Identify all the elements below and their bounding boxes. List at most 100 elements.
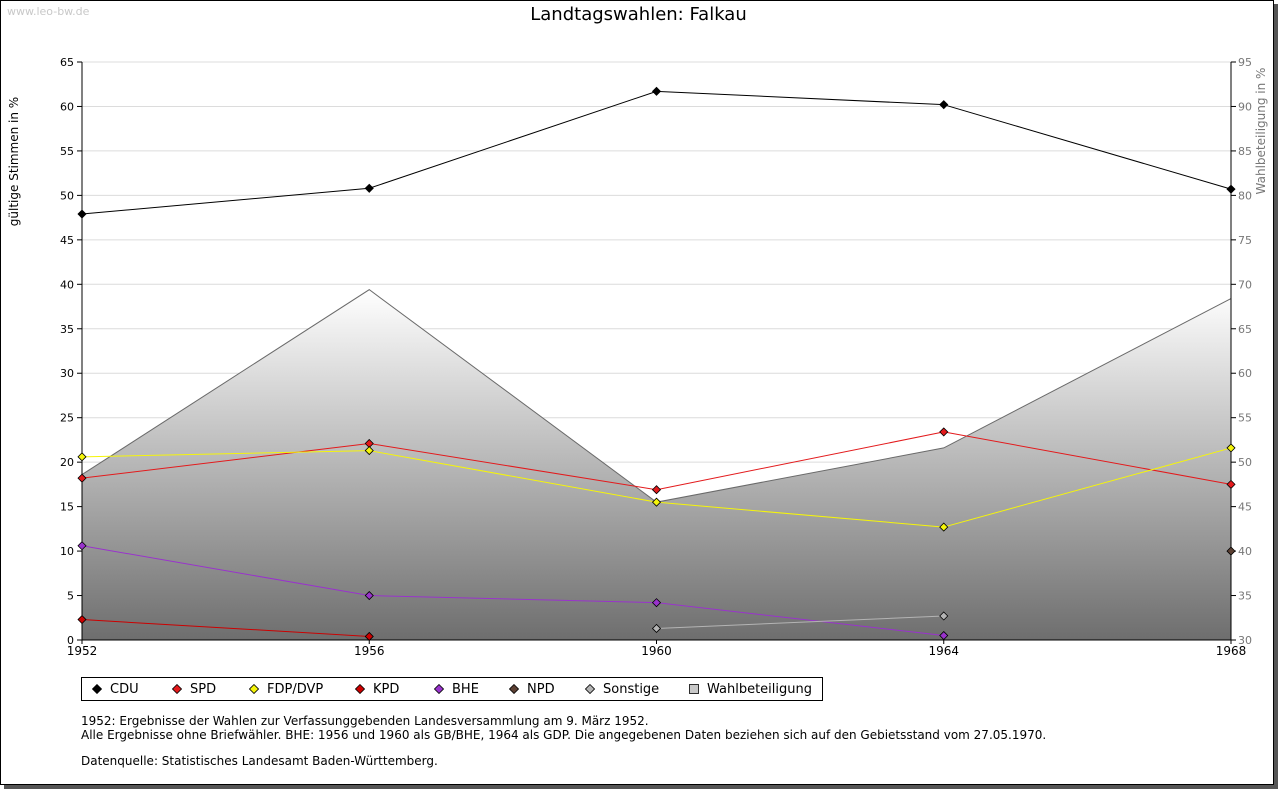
y2-tick-label: 75 — [1238, 234, 1252, 247]
sonstige-point — [651, 623, 662, 634]
y-tick-label: 45 — [60, 234, 74, 247]
spd-point — [651, 485, 662, 495]
cdu-point — [1226, 184, 1236, 194]
cdu-point — [651, 86, 662, 96]
y2-tick-label: 60 — [1238, 367, 1252, 380]
y-tick-label: 25 — [60, 412, 74, 425]
fdp-dvp-line-segment — [369, 450, 657, 503]
fdp-dvp-line-segment — [656, 501, 944, 528]
legend-swatch-fdp-dvp — [248, 683, 260, 695]
cdu-line-segment — [943, 104, 1232, 190]
y2-tick-label: 65 — [1238, 323, 1252, 336]
turnout-area — [82, 289, 1231, 640]
legend-label-fdp-dvp: FDP/DVP — [267, 682, 324, 697]
y-tick-label: 65 — [60, 56, 74, 69]
x-tick-label: 1968 — [1216, 644, 1247, 658]
fdp-dvp-line-segment — [943, 447, 1232, 528]
y2-tick-label: 70 — [1238, 278, 1252, 291]
fdp-dvp-point — [651, 497, 662, 507]
cdu-point — [77, 209, 87, 219]
legend-label-wahlbeteiligung: Wahlbeteiligung — [707, 682, 813, 697]
spd-point — [1226, 479, 1236, 489]
fdp-dvp-point — [77, 452, 87, 462]
fdp-dvp-point — [939, 522, 949, 532]
bhe-point — [651, 598, 662, 608]
y-tick-label: 40 — [60, 278, 74, 291]
chart-legend: CDU SPD FDP/DVP KPD BHE NPD Sonstige Wahlbeteil… — [81, 677, 823, 701]
bhe-point — [77, 541, 87, 551]
legend-item-npd: NPD — [508, 682, 555, 697]
y-tick-label: 50 — [60, 189, 74, 202]
y-tick-label: 5 — [67, 590, 74, 603]
y2-tick-label: 40 — [1238, 545, 1252, 558]
bhe-point — [364, 590, 374, 601]
legend-label-npd: NPD — [527, 682, 555, 697]
fdp-dvp-point — [1226, 443, 1236, 453]
legend-item-cdu: CDU — [91, 682, 139, 697]
legend-swatch-cdu — [91, 683, 103, 695]
legend-item-spd: SPD — [171, 682, 217, 697]
y2-tick-label: 80 — [1238, 189, 1252, 202]
note-line-2: Alle Ergebnisse ohne Briefwähler. BHE: 1… — [81, 728, 1047, 742]
note-line-1: 1952: Ergebnisse der Wahlen zur Verfassu… — [81, 714, 649, 728]
y-tick-label: 10 — [60, 545, 74, 558]
sonstige-line-segment — [656, 615, 944, 629]
y2-tick-label: 95 — [1238, 56, 1252, 69]
y-axis-label: gültige Stimmen in % — [7, 97, 21, 226]
cdu-line-segment — [81, 187, 370, 215]
y-tick-label: 30 — [60, 367, 74, 380]
cdu-point — [364, 183, 374, 193]
spd-point — [77, 473, 87, 483]
spd-line-segment — [81, 442, 370, 479]
x-tick-label: 1964 — [928, 644, 959, 658]
y2-tick-label: 55 — [1238, 412, 1252, 425]
kpd-line-segment — [81, 619, 370, 637]
kpd-point — [364, 631, 374, 642]
legend-label-cdu: CDU — [110, 682, 139, 697]
y2-tick-label: 35 — [1238, 590, 1252, 603]
cdu-point — [939, 100, 949, 110]
cdu-line-segment — [656, 90, 944, 106]
y2-tick-label: 90 — [1238, 100, 1252, 113]
legend-label-spd: SPD — [190, 682, 217, 697]
legend-item-kpd: KPD — [354, 682, 400, 697]
legend-label-sonstige: Sonstige — [603, 682, 660, 697]
legend-label-kpd: KPD — [373, 682, 400, 697]
y2-tick-label: 85 — [1238, 145, 1252, 158]
y-tick-label: 55 — [60, 145, 74, 158]
bhe-line-segment — [656, 602, 944, 637]
legend-swatch-npd — [508, 683, 520, 695]
y2-tick-label: 45 — [1238, 501, 1252, 514]
y-tick-label: 35 — [60, 323, 74, 336]
bhe-line-segment — [81, 545, 370, 597]
spd-line-segment — [943, 431, 1232, 485]
legend-item-sonstige: Sonstige — [584, 682, 660, 697]
y-tick-label: 0 — [67, 634, 74, 647]
y2-tick-label: 30 — [1238, 634, 1252, 647]
data-source: Datenquelle: Statistisches Landesamt Bad… — [81, 754, 438, 768]
legend-swatch-spd — [171, 683, 183, 695]
cdu-line-segment — [369, 90, 657, 189]
spd-point — [939, 427, 949, 437]
x-tick-label: 1952 — [67, 644, 98, 658]
chart-notes: 1952: Ergebnisse der Wahlen zur Verfassu… — [81, 714, 1046, 768]
sonstige-point — [939, 611, 949, 621]
watermark: www.leo-bw.de — [7, 5, 90, 18]
y-tick-label: 20 — [60, 456, 74, 469]
y2-axis-label: Wahlbeteiligung in % — [1254, 68, 1268, 195]
legend-swatch-sonstige — [584, 683, 596, 695]
y2-tick-label: 50 — [1238, 456, 1252, 469]
legend-item-wahlbeteiligung: Wahlbeteiligung — [689, 682, 812, 697]
chart-title: Landtagswahlen: Falkau — [530, 4, 747, 25]
legend-item-fdp-dvp: FDP/DVP — [248, 682, 324, 697]
x-tick-label: 1960 — [641, 644, 672, 658]
bhe-line-segment — [369, 595, 657, 604]
y-tick-label: 60 — [60, 100, 74, 113]
chart-plot: 0 5 10 15 20 25 30 35 40 45 50 55 60 65 30 35 40 45 50 55 60… — [7, 56, 1268, 658]
y-tick-label: 15 — [60, 501, 74, 514]
spd-line-segment — [369, 442, 657, 491]
fdp-dvp-line-segment — [81, 450, 370, 458]
x-tick-label: 1956 — [354, 644, 385, 658]
fdp-dvp-point — [364, 446, 374, 456]
